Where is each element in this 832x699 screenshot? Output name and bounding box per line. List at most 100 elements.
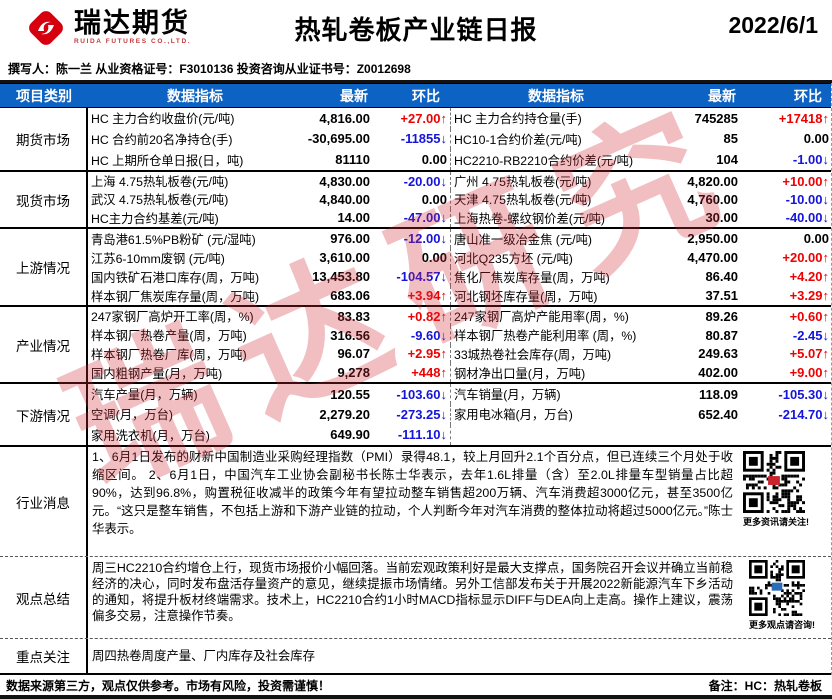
section-industry-news: 行业消息 1、6月1日发布的财新中国制造业采购经理指数（PMI）录得48.1，较… [0, 447, 831, 557]
col-header-change-right: 环比 [794, 87, 822, 104]
col-header-change-left: 环比 [412, 87, 440, 104]
indicator-change: 0.00 [421, 191, 447, 207]
indicator-value: 118.09 [698, 386, 738, 402]
indicator-change: -105.30↓ [778, 386, 829, 402]
section-下游情况: 下游情况 汽车产量(月，万辆) 120.55 -103.60↓ 汽车销量(月，万辆) 11… [0, 384, 831, 447]
col-header-category: 项目类别 [16, 87, 72, 104]
indicator-change: 0.00 [803, 131, 829, 147]
indicator-label: 天津 4.75热轧板卷(元/吨) [450, 190, 662, 209]
category-label: 重点关注 [0, 639, 88, 673]
col-header-indicator-left: 数据指标 [167, 87, 223, 104]
indicator-label: 钢材净出口量(月，万吨) [450, 363, 662, 382]
qr-code-summary-icon [749, 560, 805, 616]
indicator-change: +17418↑ [778, 110, 829, 126]
category-label: 上游情况 [0, 229, 88, 305]
indicator-label: HC 上期所仓单日报(日，吨) [91, 153, 244, 168]
indicator-label: 武汉 4.75热轧板卷(元/吨) [91, 193, 229, 208]
indicator-change: +3.94↑ [407, 288, 447, 303]
indicator-label: 样本钢厂热卷产量(周，万吨) [91, 329, 247, 344]
indicator-label [450, 424, 662, 445]
category-label: 现货市场 [0, 172, 88, 227]
category-label: 期货市场 [0, 108, 88, 170]
indicator-change: +0.60↑ [789, 308, 829, 324]
indicator-change: 0.00 [421, 152, 447, 168]
summary-qr-block: 更多观点请咨询! [749, 560, 815, 631]
logo-icon [29, 11, 63, 45]
indicator-change: +0.82↑ [407, 308, 447, 324]
indicator-change: +9.00↑ [789, 365, 829, 381]
indicator-label: 家用洗衣机(月，万台) [91, 428, 210, 443]
indicator-value: 9,278 [337, 365, 370, 381]
summary-qr-caption: 更多观点请咨询! [749, 620, 815, 630]
indicator-label: 汽车销量(月，万辆) [450, 384, 662, 405]
indicator-value: 86.40 [705, 269, 738, 284]
indicator-label: 247家钢厂高炉产能用率(周，%) [450, 307, 662, 326]
indicator-change: -20.00↓ [403, 173, 447, 189]
indicator-value: 4,470.00 [687, 250, 738, 265]
indicator-change: -111.10↓ [397, 427, 447, 443]
indicator-value: 120.55 [330, 386, 370, 402]
indicator-label: 上海热卷-螺纹钢价差(元/吨) [450, 208, 662, 227]
report-header: 瑞达期货 RUIDA FUTURES CO.,LTD. 热轧卷板产业链日报 20… [0, 0, 832, 58]
indicator-change: -9.60↓ [410, 327, 447, 343]
indicator-change: -214.70↓ [778, 406, 829, 422]
section-现货市场: 现货市场 上海 4.75热轧板卷(元/吨) 4,830.00 -20.00↓ 广州 4.… [0, 172, 831, 229]
indicator-label: 247家钢厂高炉开工率(周，%) [91, 310, 254, 325]
company-logo: 瑞达期货 RUIDA FUTURES CO.,LTD. [24, 6, 191, 50]
indicator-value: 652.40 [698, 406, 738, 422]
indicator-value: 249.63 [698, 346, 738, 362]
indicator-value: 85 [723, 131, 738, 147]
indicator-value: 683.06 [330, 288, 370, 303]
news-qr-caption: 更多资讯请关注! [743, 517, 809, 527]
indicator-value: 4,760.00 [687, 191, 738, 207]
page-title: 热轧卷板产业链日报 [294, 15, 538, 45]
indicator-change: -11855↓ [400, 131, 447, 147]
logo-company-subtitle: RUIDA FUTURES CO.,LTD. [74, 38, 192, 46]
section-opinion-summary: 观点总结 周三HC2210合约增仓上行，现货市场报价小幅回落。当前宏观政策利好是… [0, 557, 831, 639]
qr-code-news-icon [743, 451, 805, 513]
indicator-label: 样本钢厂热卷厂库(周，万吨) [91, 347, 247, 362]
indicator-label: 青岛港61.5%PB粉矿 (元/湿吨) [91, 232, 256, 247]
news-qr-block: 更多资讯请关注! [743, 451, 809, 528]
indicator-value: 316.56 [330, 327, 370, 343]
indicator-change: +4.20↑ [789, 269, 829, 284]
indicator-value: 14.00 [337, 210, 370, 226]
report-footer: 数据来源第三方，观点仅供参考。市场有风险，投资需谨慎！ 备注：HC：热轧卷板 [0, 675, 832, 695]
indicator-label: 河北Q235方坯 (元/吨) [450, 248, 662, 267]
indicator-value: 37.51 [705, 288, 738, 303]
category-label: 行业消息 [0, 447, 88, 556]
indicator-value: 402.00 [698, 365, 738, 381]
section-期货市场: 期货市场 HC 主力合约收盘价(元/吨) 4,816.00 +27.00↑ HC 主力合… [0, 108, 831, 172]
indicator-label: 样本钢厂焦炭库存量(周，万吨) [91, 289, 260, 304]
indicator-change: -103.60↓ [396, 386, 447, 402]
indicator-label: 上海 4.75热轧板卷(元/吨) [91, 175, 229, 190]
indicator-label: HC 主力合约持仓量(手) [450, 108, 662, 129]
logo-company-name: 瑞达期货 [74, 8, 190, 39]
indicator-label: HC 主力合约收盘价(元/吨) [91, 112, 235, 127]
category-label: 产业情况 [0, 307, 88, 382]
indicator-label: 唐山准一级冶金焦 (元/吨) [450, 229, 662, 248]
category-label: 下游情况 [0, 384, 88, 445]
table-header-row: 项目类别 数据指标 最新 环比 数据指标 最新 环比 [0, 83, 831, 108]
category-label: 观点总结 [0, 557, 88, 638]
indicator-value: 13,453.80 [312, 269, 370, 284]
report-date: 2022/6/1 [728, 12, 818, 38]
indicator-label: HC主力合约基差(元/吨) [91, 211, 219, 226]
indicator-value: 4,830.00 [319, 173, 370, 189]
indicator-change: +10.00↑ [782, 173, 829, 189]
indicator-value: 89.26 [705, 308, 738, 324]
indicator-label: 家用电冰箱(月，万台) [450, 404, 662, 425]
indicator-change: -40.00↓ [785, 210, 829, 226]
section-产业情况: 产业情况 247家钢厂高炉开工率(周，%) 83.83 +0.82↑ 247家钢厂高炉产… [0, 307, 831, 384]
indicator-label: 国内铁矿石港口库存(周，万吨) [91, 270, 260, 285]
indicator-change: -273.25↓ [396, 406, 447, 422]
indicator-value: 80.87 [705, 327, 738, 343]
indicator-label: 河北钢坯库存量(周，万吨) [450, 286, 662, 305]
indicator-change: +448↑ [411, 365, 447, 381]
indicator-change: +3.29↑ [789, 288, 829, 303]
indicator-value: 81110 [335, 152, 370, 168]
indicator-label: 焦化厂焦炭库存量(周，万吨) [450, 267, 662, 286]
indicator-value: 4,816.00 [319, 110, 370, 126]
indicator-value: 3,610.00 [319, 250, 370, 265]
